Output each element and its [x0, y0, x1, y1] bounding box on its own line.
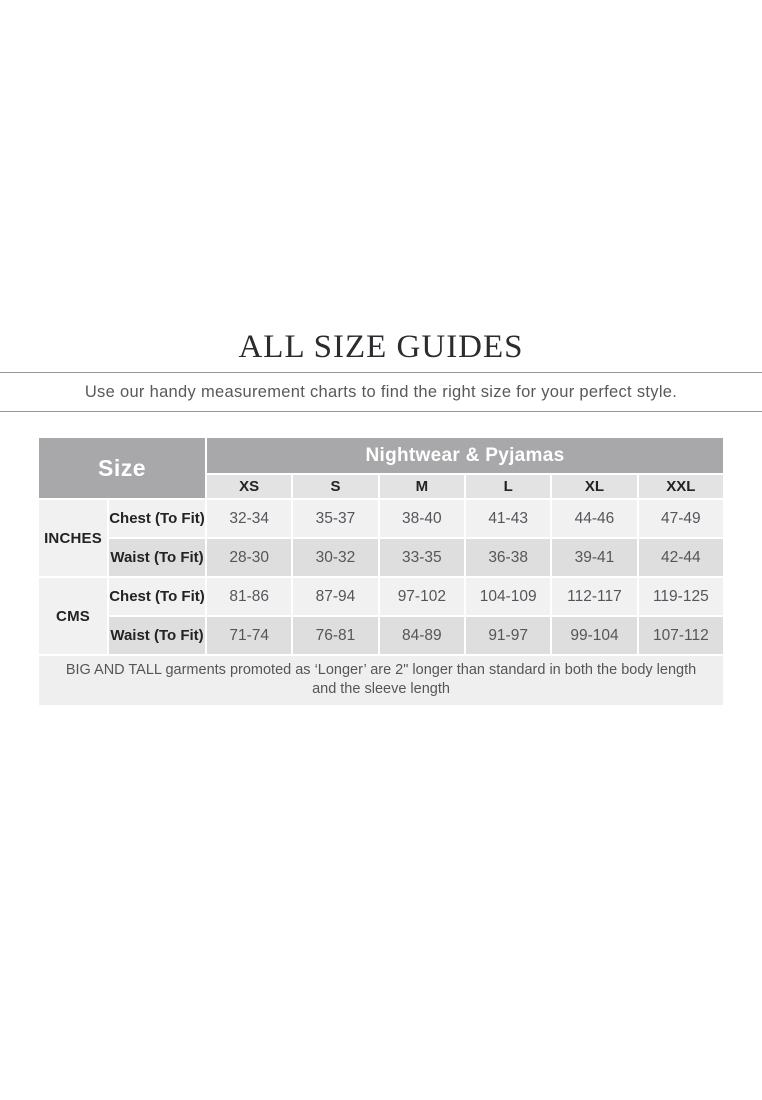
value-cell: 71-74 [207, 617, 292, 654]
value-cell: 39-41 [552, 539, 637, 576]
category-header-cell: Nightwear & Pyjamas [207, 438, 723, 473]
value-cell: 76-81 [293, 617, 378, 654]
size-col-l: L [465, 475, 551, 498]
measure-label-waist: Waist (To Fit) [109, 617, 205, 654]
value-cell: 30-32 [293, 539, 378, 576]
size-col-xs: XS [207, 475, 292, 498]
value-cell: 35-37 [293, 500, 378, 537]
measure-label-waist: Waist (To Fit) [109, 539, 205, 576]
value-cell: 99-104 [552, 617, 637, 654]
value-cell: 33-35 [379, 539, 464, 576]
value-cell: 87-94 [293, 578, 378, 615]
unit-label-inches: INCHES [39, 500, 107, 576]
value-cell: 107-112 [638, 617, 723, 654]
value-cell: 44-46 [552, 500, 637, 537]
page-subtitle: Use our handy measurement charts to find… [84, 383, 678, 401]
size-col-xxl: XXL [638, 475, 723, 498]
value-cell: 42-44 [638, 539, 723, 576]
inches-chest-row: INCHES Chest (To Fit) 32-34 35-37 38-40 … [39, 500, 723, 576]
page-title: ALL SIZE GUIDES [238, 329, 524, 365]
measure-label-chest: Chest (To Fit) [109, 500, 205, 537]
value-cell: 97-102 [379, 578, 464, 615]
cms-waist-row: Waist (To Fit) 71-74 76-81 84-89 91-97 9… [39, 617, 723, 654]
top-divider [0, 372, 762, 373]
bottom-divider [0, 411, 762, 412]
value-cell: 104-109 [465, 578, 551, 615]
size-guide-section: Size Nightwear & Pyjamas XS S M L XL XXL… [37, 436, 725, 707]
table-header-row: Size Nightwear & Pyjamas [39, 438, 723, 498]
value-cell: 38-40 [379, 500, 464, 537]
value-cell: 81-86 [207, 578, 292, 615]
size-col-xl: XL [552, 475, 637, 498]
size-guide-table: Size Nightwear & Pyjamas XS S M L XL XXL… [37, 436, 725, 707]
size-col-s: S [293, 475, 378, 498]
cms-chest-row: CMS Chest (To Fit) 81-86 87-94 97-102 10… [39, 578, 723, 654]
size-labels-row: XS S M L XL XXL [39, 475, 723, 498]
measure-label-chest: Chest (To Fit) [109, 578, 205, 615]
note-row: BIG AND TALL garments promoted as ‘Longe… [39, 656, 723, 705]
value-cell: 28-30 [207, 539, 292, 576]
value-cell: 32-34 [207, 500, 292, 537]
value-cell: 112-117 [552, 578, 637, 615]
size-header-cell: Size [39, 438, 205, 498]
big-and-tall-note: BIG AND TALL garments promoted as ‘Longe… [39, 656, 723, 705]
value-cell: 41-43 [465, 500, 551, 537]
inches-waist-row: Waist (To Fit) 28-30 30-32 33-35 36-38 3… [39, 539, 723, 576]
value-cell: 84-89 [379, 617, 464, 654]
value-cell: 119-125 [638, 578, 723, 615]
value-cell: 36-38 [465, 539, 551, 576]
value-cell: 91-97 [465, 617, 551, 654]
size-col-m: M [379, 475, 464, 498]
unit-label-cms: CMS [39, 578, 107, 654]
value-cell: 47-49 [638, 500, 723, 537]
